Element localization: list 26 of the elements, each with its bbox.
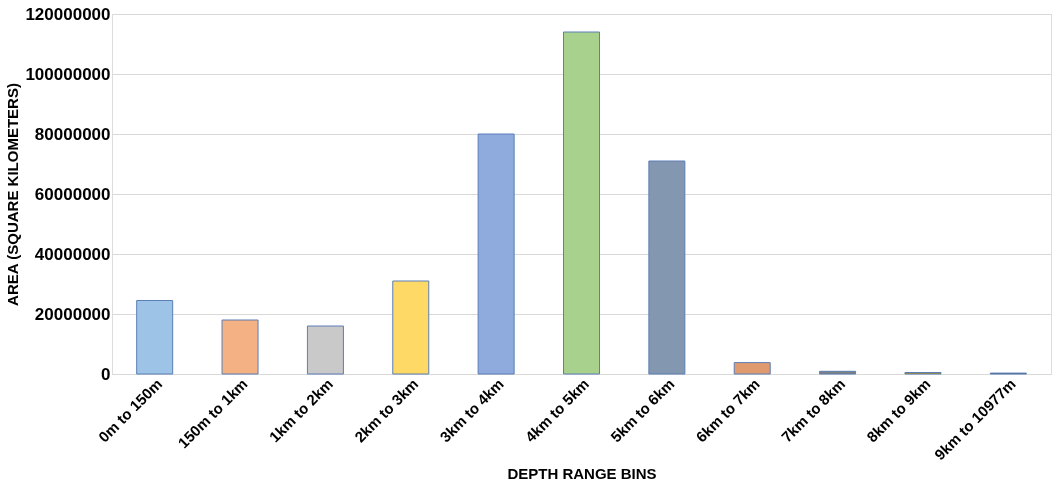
bar — [563, 31, 600, 375]
x-tick-label: 8km to 9km — [863, 375, 934, 446]
bar — [306, 325, 344, 375]
x-axis-title: DEPTH RANGE BINS — [507, 465, 657, 483]
bar — [819, 370, 857, 375]
x-tick-label: 5km to 6km — [607, 375, 678, 446]
y-tick-label: 120000000 — [25, 4, 111, 24]
x-tick-label: 1km to 2km — [265, 375, 337, 446]
y-axis-title: AREA (SQUARE KILOMETERS) — [4, 83, 22, 306]
x-tick-label: 3km to 4km — [436, 375, 507, 446]
x-tick-label: 6km to 7km — [692, 375, 763, 446]
bar — [136, 300, 174, 375]
bar — [733, 362, 771, 375]
x-tick-label: 2km to 3km — [350, 375, 422, 446]
bar — [221, 319, 259, 375]
x-tick-label: 7km to 8km — [777, 375, 849, 446]
bar — [477, 133, 515, 375]
x-tick-label: 4km to 5km — [521, 375, 593, 446]
y-tick-label: 0 — [101, 364, 111, 384]
y-tick-label: 40000000 — [34, 244, 111, 264]
bar — [392, 280, 430, 375]
y-tick-label: 80000000 — [34, 124, 111, 144]
y-tick-label: 20000000 — [34, 304, 111, 324]
y-tick-label: 100000000 — [25, 64, 111, 84]
bar — [648, 160, 686, 375]
y-tick-label: 60000000 — [34, 184, 111, 204]
